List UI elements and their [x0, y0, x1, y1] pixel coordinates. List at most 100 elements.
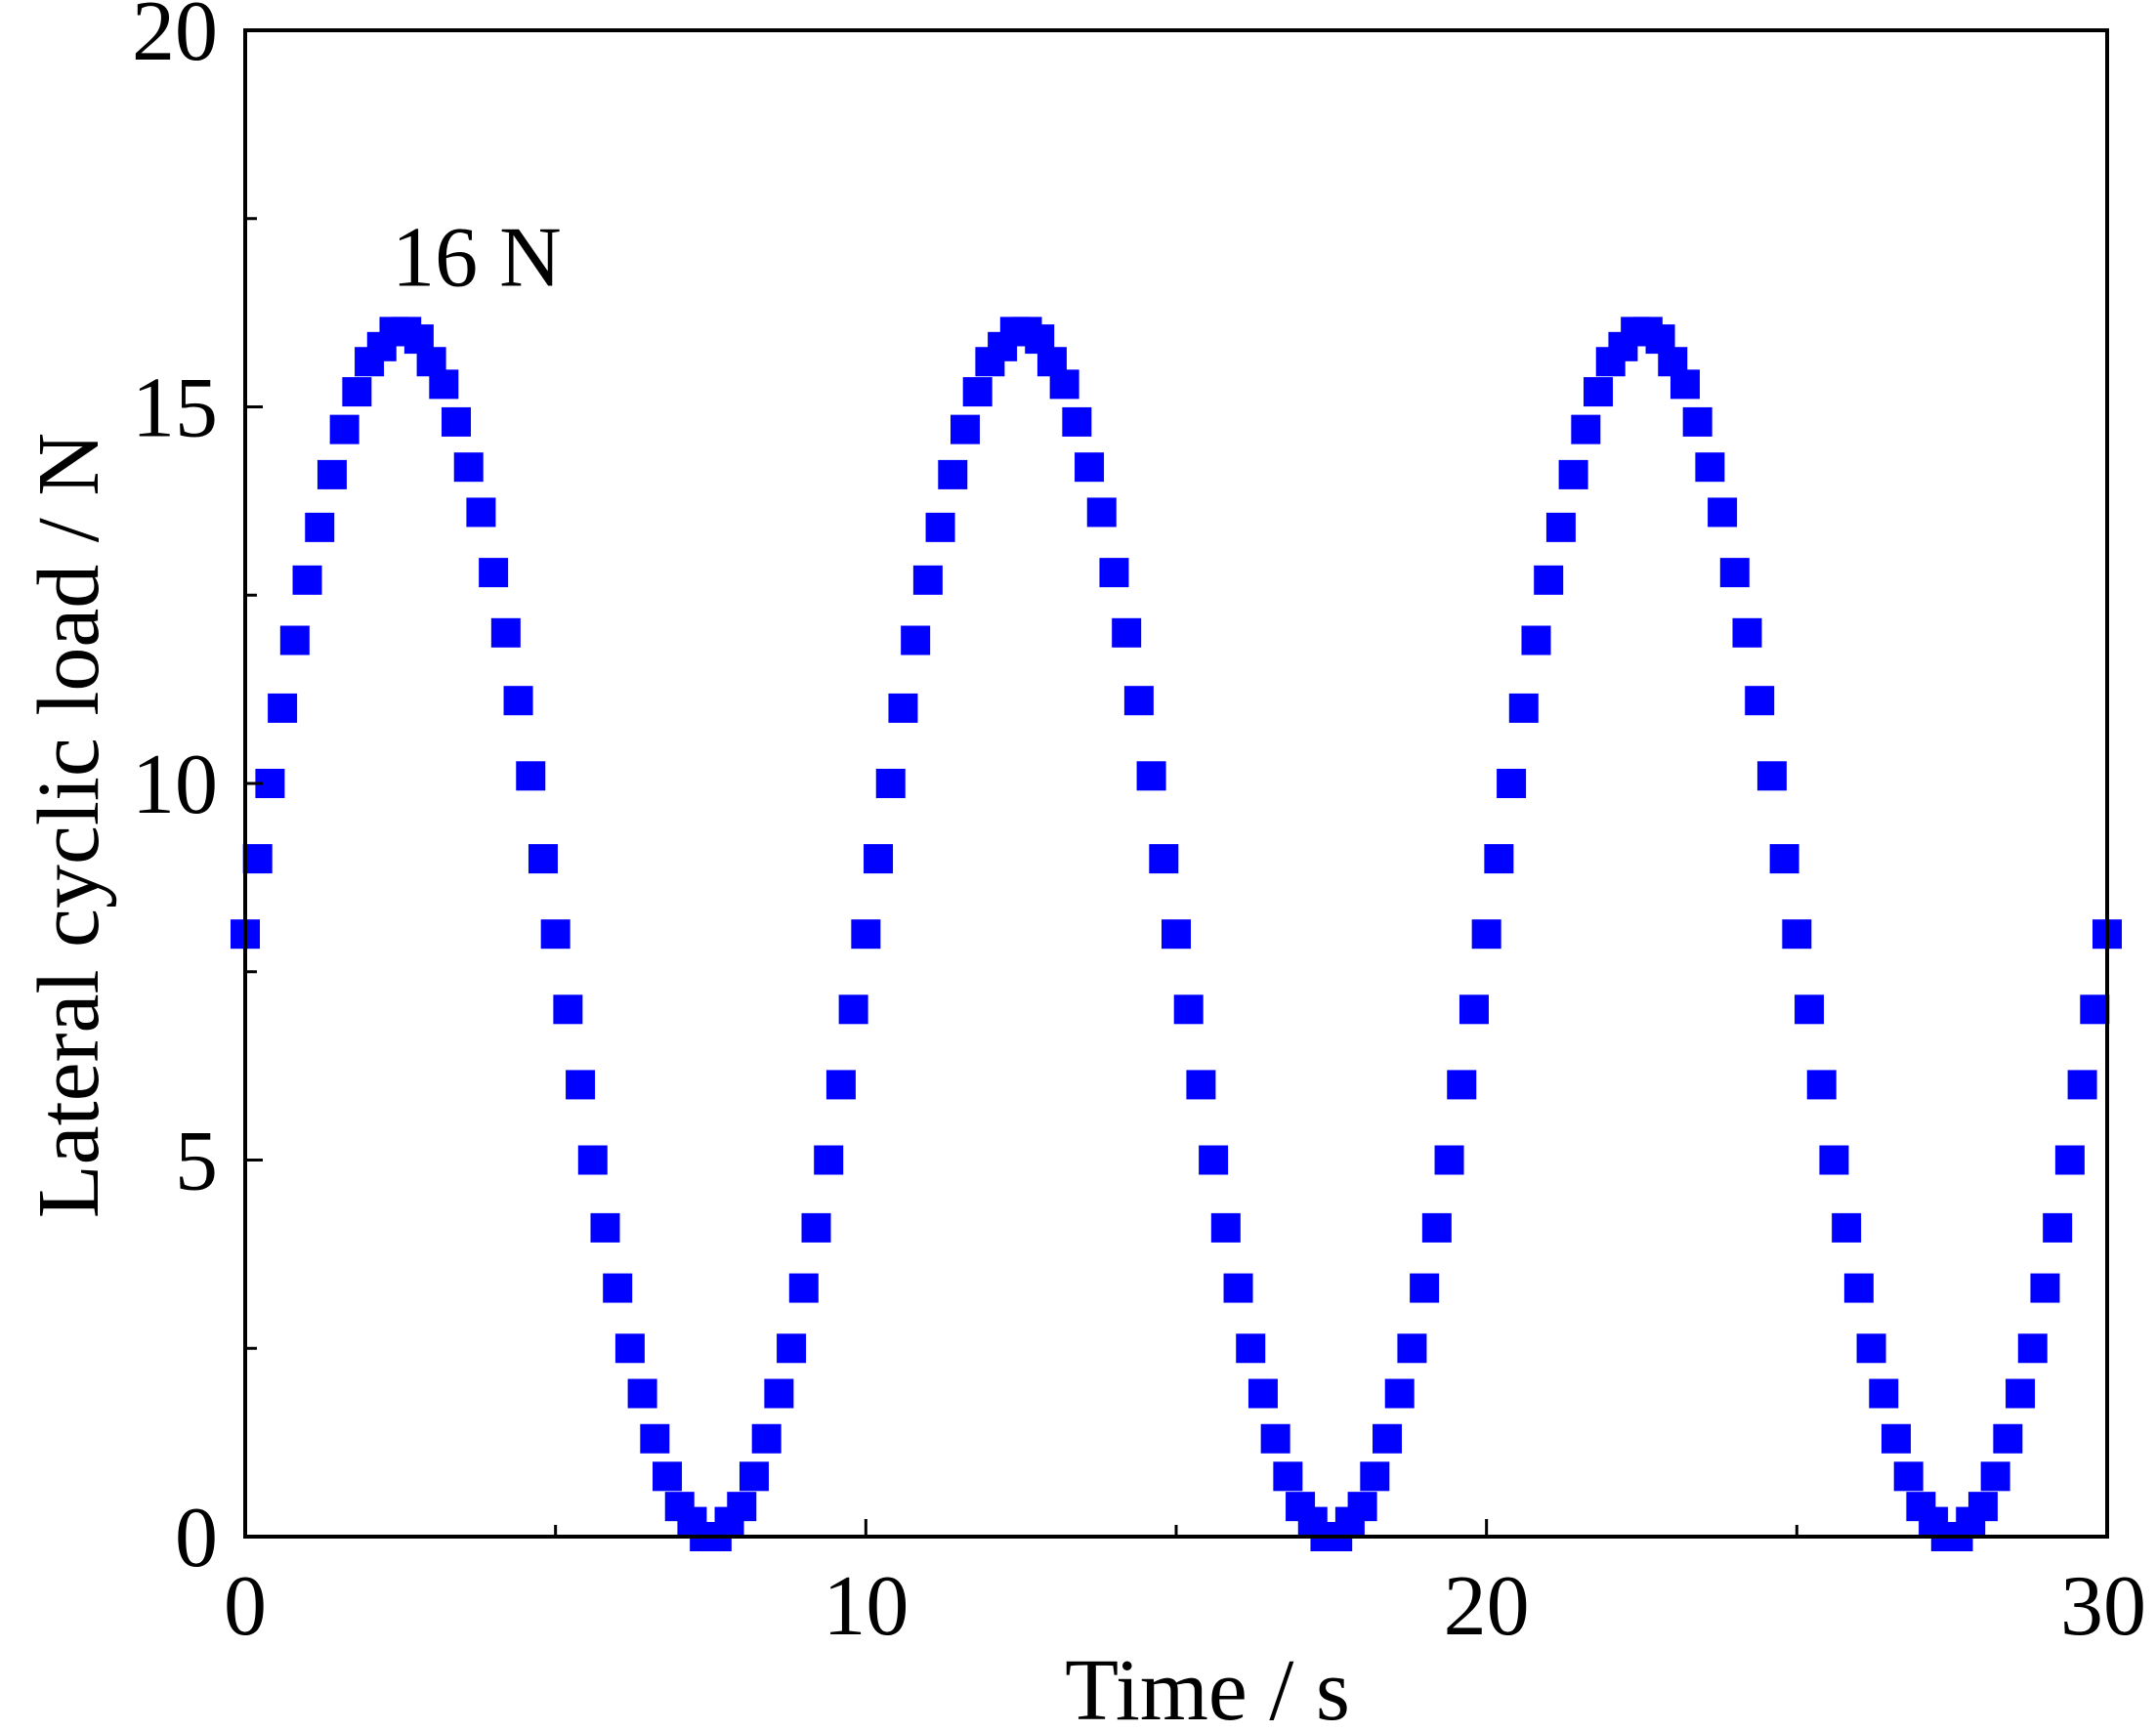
- data-point: [2054, 1145, 2085, 1175]
- data-point: [1360, 1461, 1390, 1492]
- data-point: [1732, 617, 1762, 648]
- data-point: [962, 377, 993, 407]
- data-point: [1123, 686, 1154, 716]
- data-point: [1062, 406, 1092, 437]
- data-point: [1410, 1273, 1440, 1303]
- data-point: [1149, 844, 1179, 874]
- data-point: [1099, 558, 1129, 588]
- data-point: [1545, 512, 1576, 542]
- data-point: [950, 414, 980, 444]
- y-tick-label: 0: [175, 1491, 218, 1585]
- data-point: [614, 1333, 645, 1364]
- y-tick-label: 5: [175, 1115, 218, 1209]
- data-point: [640, 1423, 670, 1454]
- data-point: [1260, 1423, 1290, 1454]
- data-point: [1049, 369, 1079, 400]
- data-point: [305, 512, 335, 542]
- data-point: [1695, 452, 1725, 483]
- data-point: [653, 1461, 683, 1492]
- data-point: [1967, 1492, 1998, 1522]
- data-point: [1980, 1461, 2010, 1492]
- data-point: [1484, 844, 1514, 874]
- x-tick-label: 10: [823, 1559, 909, 1654]
- plot-frame: [243, 28, 2109, 1539]
- data-point: [516, 761, 546, 791]
- data-point: [2030, 1273, 2060, 1303]
- data-point: [1558, 459, 1588, 489]
- data-point: [1993, 1423, 2023, 1454]
- data-point: [279, 625, 310, 655]
- data-point: [1869, 1378, 1899, 1409]
- data-point: [864, 844, 894, 874]
- data-point: [1534, 565, 1564, 595]
- data-point: [490, 617, 521, 648]
- data-point: [453, 452, 484, 483]
- data-point: [1186, 1070, 1216, 1100]
- data-point: [1223, 1273, 1253, 1303]
- data-point: [292, 565, 322, 595]
- x-axis-title: Time / s: [1065, 1642, 1350, 1732]
- data-point: [1397, 1333, 1427, 1364]
- data-point: [590, 1212, 620, 1243]
- data-point: [925, 512, 955, 542]
- data-point: [764, 1378, 794, 1409]
- data-point: [1471, 919, 1501, 950]
- data-point: [1745, 686, 1775, 716]
- data-point: [540, 919, 571, 950]
- y-axis-title: Lateral cyclic load / N: [21, 433, 117, 1219]
- data-point: [838, 994, 868, 1025]
- data-point: [1373, 1423, 1403, 1454]
- data-point: [912, 565, 943, 595]
- data-point: [814, 1145, 844, 1175]
- data-point: [2043, 1212, 2073, 1243]
- data-point: [242, 844, 273, 874]
- data-point: [739, 1461, 769, 1492]
- data-point: [2080, 994, 2110, 1025]
- data-point: [553, 994, 583, 1025]
- data-point: [1521, 625, 1551, 655]
- data-point: [1756, 761, 1787, 791]
- x-tick-label: 30: [2060, 1559, 2146, 1654]
- data-point: [901, 625, 931, 655]
- data-point: [1584, 377, 1614, 407]
- data-point: [1086, 497, 1117, 528]
- data-point: [1075, 452, 1105, 483]
- data-point: [1856, 1333, 1886, 1364]
- data-point: [1210, 1212, 1241, 1243]
- data-point: [1136, 761, 1166, 791]
- data-point: [503, 686, 533, 716]
- data-point: [429, 369, 459, 400]
- data-point: [442, 406, 472, 437]
- data-point: [1236, 1333, 1266, 1364]
- data-point: [1173, 994, 1204, 1025]
- data-point: [1795, 994, 1825, 1025]
- data-point: [1881, 1423, 1911, 1454]
- data-point: [1819, 1145, 1849, 1175]
- data-point: [528, 844, 558, 874]
- data-point: [1769, 844, 1799, 874]
- data-point: [342, 377, 372, 407]
- data-point: [751, 1423, 782, 1454]
- data-point: [1508, 693, 1539, 723]
- data-point: [1162, 919, 1191, 950]
- data-point: [1682, 406, 1712, 437]
- data-point: [1497, 769, 1527, 798]
- tick-labels: 0 10 20 30 0 5 10 15 20: [132, 0, 2146, 1654]
- data-point: [1247, 1378, 1278, 1409]
- data-point: [825, 1070, 856, 1100]
- data-point: [603, 1273, 633, 1303]
- data-point: [466, 497, 496, 528]
- data-point: [1806, 1070, 1837, 1100]
- data-point: [777, 1333, 807, 1364]
- data-point: [1571, 414, 1601, 444]
- data-point: [577, 1145, 608, 1175]
- data-point: [788, 1273, 819, 1303]
- x-tick-label: 0: [224, 1559, 267, 1654]
- data-point: [1458, 994, 1489, 1025]
- data-point: [317, 459, 347, 489]
- data-point: [1893, 1461, 1923, 1492]
- data-point: [875, 769, 906, 798]
- data-point: [1447, 1070, 1477, 1100]
- data-point: [1434, 1145, 1464, 1175]
- data-point: [727, 1492, 757, 1522]
